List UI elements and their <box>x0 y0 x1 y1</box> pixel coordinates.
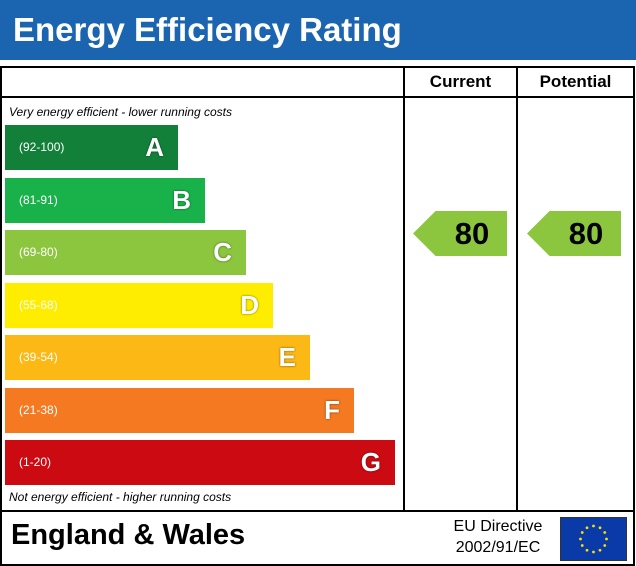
eu-star-icon <box>579 537 582 541</box>
current-rating-value: 80 <box>454 216 490 251</box>
current-rating-arrow: 80 <box>413 211 507 256</box>
potential-column-header: Potential <box>539 72 612 91</box>
band-range-label: (92-100) <box>19 140 65 154</box>
band-range-label: (21-38) <box>19 403 58 417</box>
band-a: (92-100) A <box>5 125 178 170</box>
band-range-label: (55-68) <box>19 298 58 312</box>
caption-bottom: Not energy efficient - higher running co… <box>9 490 232 504</box>
band-b: (81-91) B <box>5 178 205 223</box>
eu-star-icon <box>580 531 584 534</box>
frame-left-line <box>0 66 2 566</box>
frame-bottom-line <box>0 564 635 566</box>
eu-star-icon <box>598 548 602 552</box>
directive-line-2: 2002/91/EC <box>455 539 541 556</box>
eu-star-icon <box>598 526 602 530</box>
eu-star-icon <box>605 537 608 541</box>
band-letter: G <box>360 447 381 477</box>
band-range-label: (1-20) <box>19 455 52 469</box>
band-d: (55-68) D <box>5 283 273 328</box>
eu-star-icon <box>580 544 584 547</box>
frame-right-line <box>633 66 635 566</box>
caption-top: Very energy efficient - lower running co… <box>9 105 232 119</box>
eu-star-icon <box>603 544 607 547</box>
band-g: (1-20) G <box>5 440 395 485</box>
eu-star-icon <box>603 531 607 534</box>
band-letter: F <box>324 395 340 425</box>
footer-divider-line <box>0 510 635 512</box>
eu-flag-icon <box>560 517 627 561</box>
eu-star-icon <box>585 548 589 552</box>
band-letter: E <box>278 342 296 372</box>
band-range-label: (39-54) <box>19 350 58 364</box>
band-letter: C <box>213 237 232 267</box>
region-label: England & Wales <box>11 519 246 551</box>
current-column-header: Current <box>429 72 492 91</box>
band-f: (21-38) F <box>5 388 354 433</box>
band-letter: D <box>240 290 259 320</box>
header-row-line <box>0 96 635 98</box>
potential-rating-value: 80 <box>568 216 604 251</box>
band-letter: A <box>145 132 164 162</box>
potential-rating-arrow: 80 <box>527 211 621 256</box>
eu-star-icon <box>592 524 595 528</box>
potential-column-line <box>516 66 518 511</box>
band-c: (69-80) C <box>5 230 246 275</box>
eu-star-icon <box>592 550 595 554</box>
band-e: (39-54) E <box>5 335 310 380</box>
current-column-line <box>403 66 405 511</box>
band-letter: B <box>172 185 191 215</box>
band-range-label: (81-91) <box>19 193 58 207</box>
eu-star-icon <box>585 526 589 530</box>
chart-title: Energy Efficiency Rating <box>0 0 636 60</box>
eu-directive-label: EU Directive 2002/91/EC <box>438 516 558 558</box>
band-range-label: (69-80) <box>19 245 58 259</box>
frame-top-line <box>0 66 635 68</box>
directive-line-1: EU Directive <box>453 518 543 535</box>
